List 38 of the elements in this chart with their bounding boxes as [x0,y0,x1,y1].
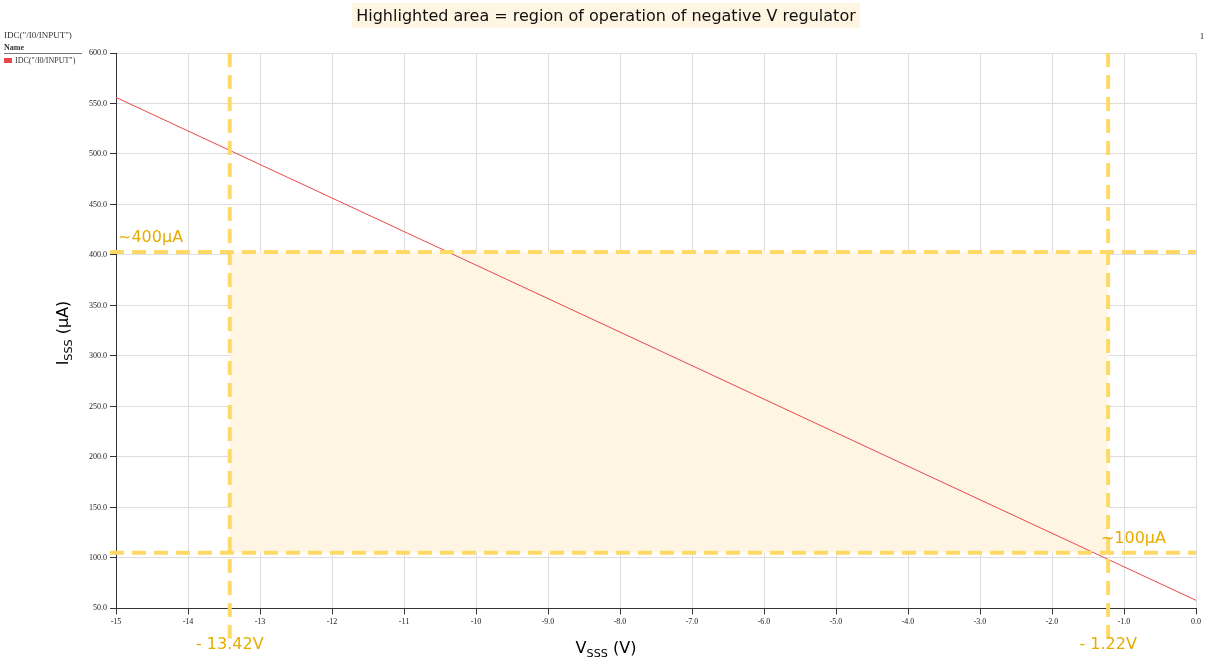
x-tick-label: -3.0 [973,617,987,627]
x-tick-label: -5.0 [829,617,843,627]
x-tick-label: -2.0 [1045,617,1059,627]
y-tick-label: 350.0 [89,300,107,310]
ref-line-label: ~400µA [118,227,184,247]
x-tick-label: -4.0 [901,617,915,627]
x-tick-label: -14 [182,617,194,627]
x-tick-label: -7.0 [685,617,699,627]
x-tick-label: -13 [254,617,266,627]
legend-label: IDC("/I0/INPUT") [14,56,77,65]
ref-line-label: ~100µA [1100,528,1167,548]
x-tick-label: -12 [326,617,338,627]
x-tick-label: -15 [110,617,122,627]
y-tick-label: 600.0 [89,48,107,58]
y-tick-label: 250.0 [89,401,107,411]
x-tick-label: 0.0 [1191,617,1201,627]
x-tick-label: -6.0 [757,617,771,627]
chart-title: Highlighted area = region of operation of negative V regulator [352,3,860,28]
text: IDC("/I0/INPUT") [4,30,73,40]
ref-line-label: - 1.22V [1079,633,1137,653]
y-tick-label: 150.0 [89,502,107,512]
y-tick-label: 50.0 [93,603,107,613]
x-axis-title: V$_{SSS}$ (V) [575,638,637,661]
y-tick-label: 550.0 [89,98,107,108]
x-tick-label: -10 [470,617,482,627]
x-tick-label: -9.0 [541,617,555,627]
ref-line-label: - 13.42V [195,633,264,653]
y-tick-label: 200.0 [89,452,107,462]
x-tick-label: -11 [398,617,410,627]
x-tick-label: -8.0 [613,617,627,627]
y-tick-label: 300.0 [89,351,107,361]
y-tick-label: 500.0 [89,149,107,159]
legend-title: Name [4,43,82,54]
y-tick-label: 450.0 [89,199,107,209]
x-tick-label: -1.0 [1117,617,1131,627]
y-tick-label: 400.0 [89,250,107,260]
text: 1 [1200,32,1204,41]
y-tick-label: 100.0 [89,553,107,562]
